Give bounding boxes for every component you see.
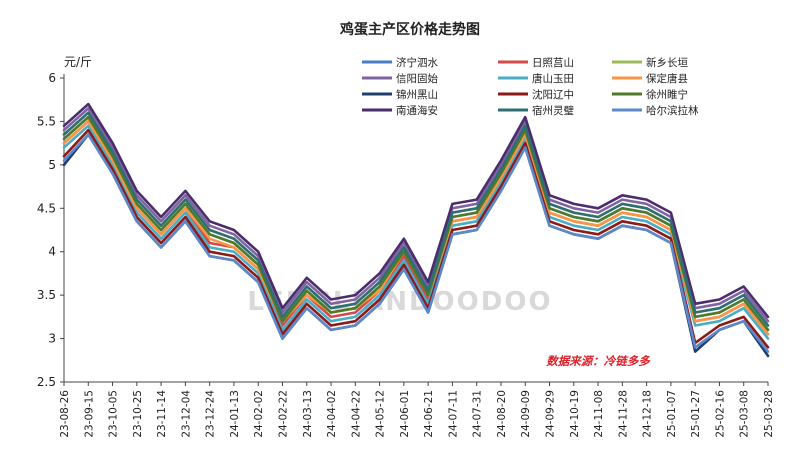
legend-label-10: 宿州灵璧 xyxy=(532,104,574,117)
y-tick-label: 3.5 xyxy=(37,288,56,302)
x-tick-label: 24-06-01 xyxy=(399,390,411,438)
y-axis-unit-label: 元/斤 xyxy=(64,55,92,69)
series-line-7 xyxy=(62,128,770,349)
series-line-6 xyxy=(62,133,770,358)
y-tick-label: 5 xyxy=(48,158,56,172)
source-note: 数据来源：冷链多多 xyxy=(546,354,651,368)
axes: 6 5.5 5 4.5 4 3.5 3 2.523-08-26 23-09-15 23-10-05… xyxy=(37,71,775,438)
y-tick-label: 4.5 xyxy=(37,201,56,215)
x-tick-label: 23-10-05 xyxy=(108,390,120,438)
legend-label-8: 徐州睢宁 xyxy=(646,88,688,101)
x-tick-label: 24-12-18 xyxy=(642,390,654,438)
y-tick-label: 2.5 xyxy=(37,375,56,389)
x-tick-label: 24-05-12 xyxy=(375,390,387,438)
x-tick-label: 23-09-15 xyxy=(83,390,95,438)
legend-label-0: 济宁泗水 xyxy=(396,56,438,69)
x-tick-label: 25-01-27 xyxy=(690,390,702,438)
x-tick-label: 24-10-19 xyxy=(569,390,581,438)
x-tick-label: 23-08-26 xyxy=(59,390,71,438)
series-line-9 xyxy=(62,102,770,319)
x-tick-label: 25-03-08 xyxy=(739,390,751,438)
y-tick-label: 6 xyxy=(48,71,56,85)
x-tick-label: 24-07-11 xyxy=(447,390,459,438)
x-tick-label: 24-02-02 xyxy=(253,390,265,438)
legend-label-7: 沈阳辽中 xyxy=(532,88,574,101)
x-tick-label: 23-10-25 xyxy=(132,390,144,438)
series-line-8 xyxy=(62,115,770,332)
series-line-10 xyxy=(62,111,770,327)
y-tick-label: 5.5 xyxy=(37,114,56,128)
legend-label-9: 南通海安 xyxy=(396,104,438,117)
x-tick-label: 24-11-08 xyxy=(593,390,605,438)
legend-label-4: 唐山玉田 xyxy=(532,72,574,85)
x-tick-label: 24-01-13 xyxy=(229,390,241,438)
x-tick-label: 24-06-21 xyxy=(423,390,435,438)
legend-label-1: 日照莒山 xyxy=(532,57,574,69)
x-tick-label: 24-07-31 xyxy=(472,390,484,438)
legend-label-11: 哈尔滨拉林 xyxy=(646,104,699,117)
x-tick-label: 24-04-02 xyxy=(326,390,338,438)
x-tick-label: 25-02-16 xyxy=(714,390,726,438)
x-tick-label: 25-03-28 xyxy=(763,390,775,438)
x-tick-label: 24-04-22 xyxy=(350,390,362,438)
x-tick-label: 24-08-20 xyxy=(496,390,508,438)
series-line-4 xyxy=(62,124,770,340)
x-tick-label: 24-03-13 xyxy=(302,390,314,438)
x-tick-label: 24-09-09 xyxy=(520,390,532,438)
y-tick-label: 4 xyxy=(48,245,56,259)
x-tick-label: 23-11-14 xyxy=(156,390,168,438)
x-tick-label: 24-02-22 xyxy=(277,390,289,438)
legend-label-2: 新乡长垣 xyxy=(646,56,688,69)
x-tick-label: 25-01-07 xyxy=(666,390,678,438)
series-line-3 xyxy=(62,107,770,323)
x-tick-label: 23-12-04 xyxy=(180,390,192,438)
x-tick-label: 24-09-29 xyxy=(545,390,557,438)
x-tick-label: 23-12-24 xyxy=(205,390,217,438)
legend-label-6: 锦州黑山 xyxy=(396,88,438,101)
series-line-11 xyxy=(62,133,770,353)
x-tick-label: 24-11-28 xyxy=(617,390,629,438)
chart-title: 鸡蛋主产区价格走势图 xyxy=(339,21,480,38)
legend-label-5: 保定唐县 xyxy=(646,72,688,85)
series-lines xyxy=(62,102,770,358)
legend-label-3: 信阳固始 xyxy=(396,72,438,85)
y-tick-label: 3 xyxy=(48,332,56,346)
